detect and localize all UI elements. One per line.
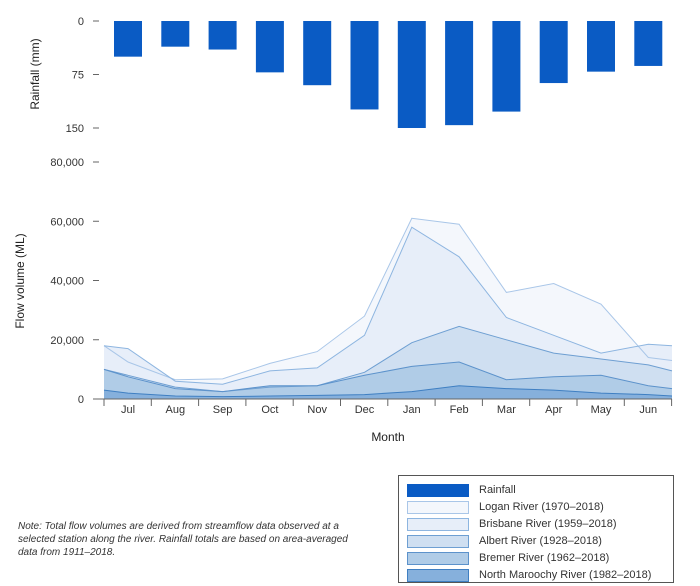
rainfall-bar-nov [303,21,332,86]
rainfall-bar-dec [350,21,379,110]
month-label-may: May [591,404,612,416]
legend-swatch-logan [407,500,469,514]
flow-line-2 [103,325,673,393]
chart-note: Note: Total flow volumes are derived fro… [18,521,348,558]
month-label-oct: Oct [261,404,278,416]
rainfall-axis-title: Rainfall (mm) [28,38,42,109]
legend-label-rainfall: Rainfall [479,484,516,496]
month-label-mar: Mar [497,404,516,416]
legend-swatch-north-maroochy [407,568,469,582]
flow-line-4 [103,385,673,398]
rainfall-bar-oct [255,21,284,73]
legend-label-bremer: Bremer River (1962–2018) [479,552,610,564]
flow-line-1 [103,226,673,385]
legend-item-bremer: Bremer River (1962–2018) [407,550,609,566]
rainfall-bar-aug [161,21,190,47]
rainfall-bar-apr [539,21,568,84]
legend-label-north-maroochy: North Maroochy River (1982–2018) [479,569,652,581]
legend-item-north-maroochy: North Maroochy River (1982–2018) [407,567,651,583]
legend-swatch-rainfall [407,483,469,497]
month-label-jan: Jan [403,404,421,416]
month-label-nov: Nov [307,404,327,416]
month-label-sep: Sep [213,404,233,416]
flow-line-3 [103,361,673,393]
rainfall-bar-sep [208,21,237,50]
flow-tick-label: 60,000 [50,216,84,228]
month-label-aug: Aug [166,404,186,416]
flow-area-layer [103,217,673,399]
rainfall-bar-layer [114,21,663,128]
flow-axis-title: Flow volume (ML) [13,233,27,328]
legend-swatch-bremer [407,551,469,565]
month-label-apr: Apr [545,404,562,416]
legend-item-rainfall: Rainfall [407,482,516,498]
rainfall-tick-label: 75 [72,70,84,82]
flow-tick-label: 80,000 [50,157,84,169]
legend-item-logan: Logan River (1970–2018) [407,499,604,515]
legend-item-brisbane: Brisbane River (1959–2018) [407,516,617,532]
month-label-jun: Jun [639,404,657,416]
flow-tick-label: 0 [78,394,84,406]
chart-legend: Rainfall Logan River (1970–2018) Brisban… [398,475,674,583]
flow-line-0 [103,217,673,381]
legend-label-albert: Albert River (1928–2018) [479,535,602,547]
rainfall-tick-label: 0 [78,16,84,28]
rainfall-bar-jan [397,21,426,128]
legend-swatch-brisbane [407,517,469,531]
rainfall-bar-may [587,21,615,72]
flow-tick-label: 40,000 [50,276,84,288]
legend-label-brisbane: Brisbane River (1959–2018) [479,518,617,530]
month-label-feb: Feb [450,404,469,416]
month-axis-title: Month [371,430,404,444]
rainfall-bar-feb [445,21,474,126]
month-label-dec: Dec [355,404,375,416]
flow-area-4 [104,385,672,399]
rainfall-bar-jun [634,21,663,66]
month-label-jul: Jul [121,404,135,416]
legend-item-albert: Albert River (1928–2018) [407,533,602,549]
rainfall-bar-mar [492,21,521,112]
legend-swatch-albert [407,534,469,548]
rainfall-bar-jul [114,21,142,57]
rainfall-tick-label: 150 [66,123,84,135]
flow-tick-label: 20,000 [50,335,84,347]
legend-label-logan: Logan River (1970–2018) [479,501,604,513]
axis-layer: 0 75 150 0 20,000 40,000 60,000 80,000 Jul Aug Sep… [50,16,673,416]
